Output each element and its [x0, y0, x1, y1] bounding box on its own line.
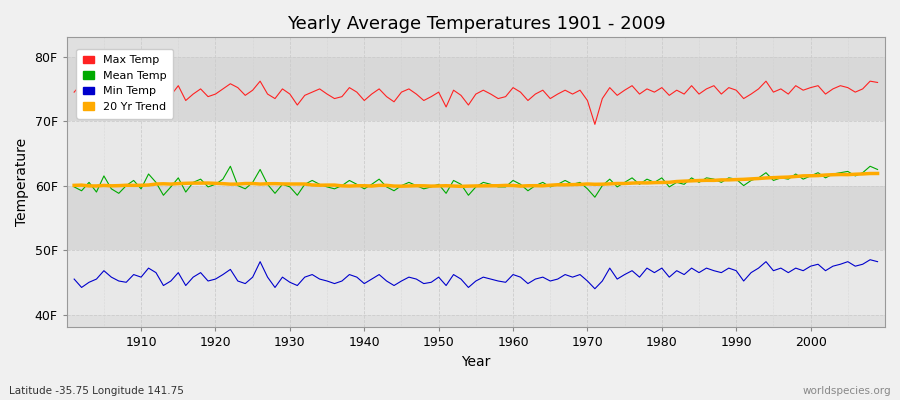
X-axis label: Year: Year — [461, 355, 491, 369]
Bar — [67, 250, 885, 314]
Legend: Max Temp, Mean Temp, Min Temp, 20 Yr Trend: Max Temp, Mean Temp, Min Temp, 20 Yr Tre… — [76, 49, 174, 119]
Bar — [67, 121, 885, 186]
Bar — [67, 57, 885, 121]
Title: Yearly Average Temperatures 1901 - 2009: Yearly Average Temperatures 1901 - 2009 — [286, 15, 665, 33]
Bar — [67, 57, 885, 121]
Bar — [67, 186, 885, 250]
Y-axis label: Temperature: Temperature — [15, 138, 29, 226]
Text: worldspecies.org: worldspecies.org — [803, 386, 891, 396]
Bar — [67, 186, 885, 250]
Text: Latitude -35.75 Longitude 141.75: Latitude -35.75 Longitude 141.75 — [9, 386, 184, 396]
Bar — [67, 121, 885, 186]
Bar — [67, 250, 885, 314]
